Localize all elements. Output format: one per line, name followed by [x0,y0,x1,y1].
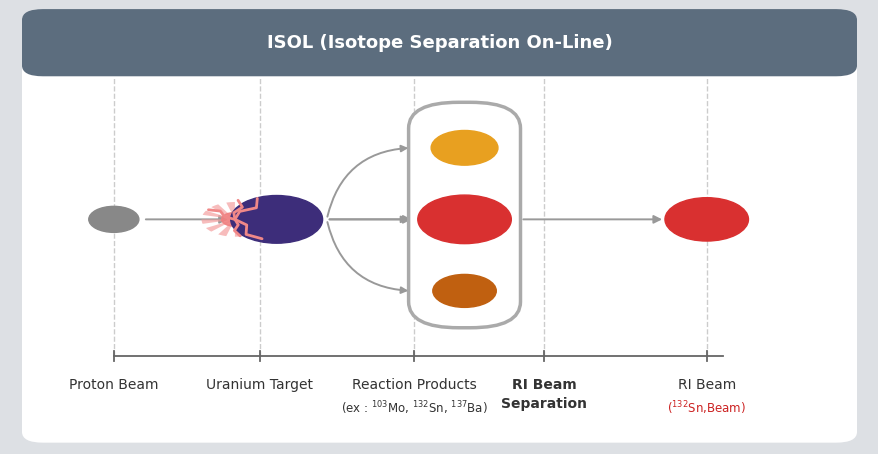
Wedge shape [234,202,251,219]
Text: RI Beam: RI Beam [677,379,735,392]
Circle shape [89,207,139,232]
Text: Reaction Products: Reaction Products [352,379,476,392]
Circle shape [664,197,748,241]
FancyBboxPatch shape [22,9,856,76]
Text: (ex : $^{103}$Mo, $^{132}$Sn, $^{137}$Ba): (ex : $^{103}$Mo, $^{132}$Sn, $^{137}$Ba… [341,400,487,417]
Wedge shape [201,219,234,224]
Wedge shape [205,219,234,232]
Text: ($^{132}$Sn,Beam): ($^{132}$Sn,Beam) [666,400,745,417]
Wedge shape [226,202,234,219]
Text: Separation: Separation [500,397,587,411]
Wedge shape [234,219,258,234]
Wedge shape [234,207,263,219]
Wedge shape [211,204,234,219]
Wedge shape [234,219,267,228]
Wedge shape [218,219,234,236]
Wedge shape [203,211,234,219]
Circle shape [417,195,511,244]
FancyBboxPatch shape [408,102,520,328]
Circle shape [221,212,248,226]
Circle shape [230,196,322,243]
Circle shape [432,274,496,307]
Text: Proton Beam: Proton Beam [69,379,158,392]
Wedge shape [234,219,243,237]
Wedge shape [234,215,268,219]
Text: ISOL (Isotope Separation On-Line): ISOL (Isotope Separation On-Line) [266,34,612,52]
Circle shape [431,130,498,165]
Text: RI Beam: RI Beam [511,379,576,392]
FancyBboxPatch shape [22,9,856,443]
Text: Uranium Target: Uranium Target [206,379,313,392]
